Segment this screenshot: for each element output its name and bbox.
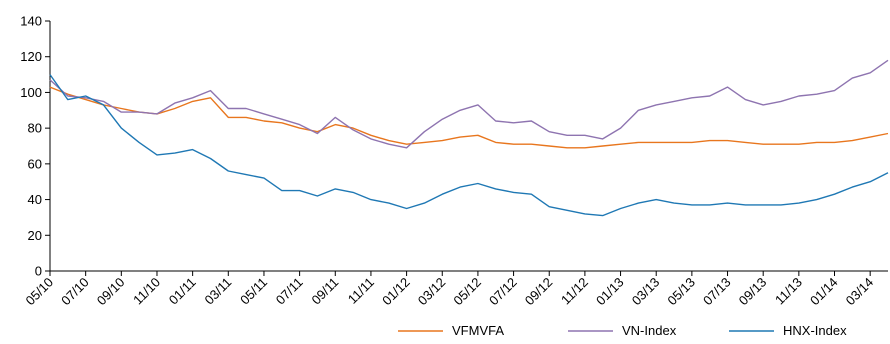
y-axis: 0 20 40 60 80 100 120 140 bbox=[20, 14, 51, 279]
x-tick-label: 09/10 bbox=[94, 275, 128, 309]
x-tick-label: 11/12 bbox=[558, 275, 591, 308]
x-tick-label: 07/11 bbox=[273, 275, 306, 308]
x-tick-label: 09/13 bbox=[736, 275, 770, 309]
x-tick-label: 05/13 bbox=[664, 275, 698, 309]
x-tick-label: 05/12 bbox=[450, 275, 484, 309]
series-line-vfmvfa bbox=[49, 86, 889, 149]
y-tick-label: 20 bbox=[28, 228, 42, 243]
series-layer bbox=[49, 59, 889, 217]
x-tick-label: 09/12 bbox=[522, 275, 556, 309]
y-tick-label: 40 bbox=[28, 192, 42, 207]
x-tick-label: 07/12 bbox=[486, 275, 520, 309]
x-tick-label: 03/12 bbox=[415, 275, 449, 309]
x-tick-label: 03/11 bbox=[201, 275, 234, 308]
legend-label: VFMVFA bbox=[452, 323, 504, 338]
x-tick-label: 03/14 bbox=[843, 275, 877, 309]
x-tick-label: 03/13 bbox=[629, 275, 663, 309]
y-tick-label: 60 bbox=[28, 156, 42, 171]
y-tick-label: 100 bbox=[20, 85, 42, 100]
legend-label: VN-Index bbox=[622, 323, 677, 338]
y-tick-label: 140 bbox=[20, 14, 42, 29]
x-tick-label: 01/13 bbox=[593, 275, 627, 309]
x-tick-label: 07/13 bbox=[700, 275, 734, 309]
x-tick-label: 09/11 bbox=[308, 275, 341, 308]
y-tick-label: 0 bbox=[35, 264, 42, 279]
y-tick-label: 80 bbox=[28, 121, 42, 136]
legend: VFMVFA VN-Index HNX-Index bbox=[398, 323, 847, 338]
x-tick-label: 01/11 bbox=[166, 275, 199, 308]
y-tick-label: 120 bbox=[20, 49, 42, 64]
legend-label: HNX-Index bbox=[783, 323, 847, 338]
x-tick-label: 11/13 bbox=[772, 275, 805, 308]
x-tick-label: 05/10 bbox=[23, 275, 57, 309]
x-tick-label: 01/14 bbox=[807, 275, 841, 309]
x-tick-label: 05/11 bbox=[237, 275, 270, 308]
x-axis: 05/10 07/10 09/10 11/10 01/11 03/11 05/11 07/11… bbox=[23, 270, 888, 309]
x-tick-label: 07/10 bbox=[58, 275, 92, 309]
x-tick-label: 11/11 bbox=[345, 275, 377, 307]
x-tick-label: 01/12 bbox=[379, 275, 413, 309]
series-line-vn-index bbox=[49, 59, 889, 149]
series-line-hnx-index bbox=[49, 74, 889, 217]
x-tick-label: 11/10 bbox=[130, 275, 163, 308]
